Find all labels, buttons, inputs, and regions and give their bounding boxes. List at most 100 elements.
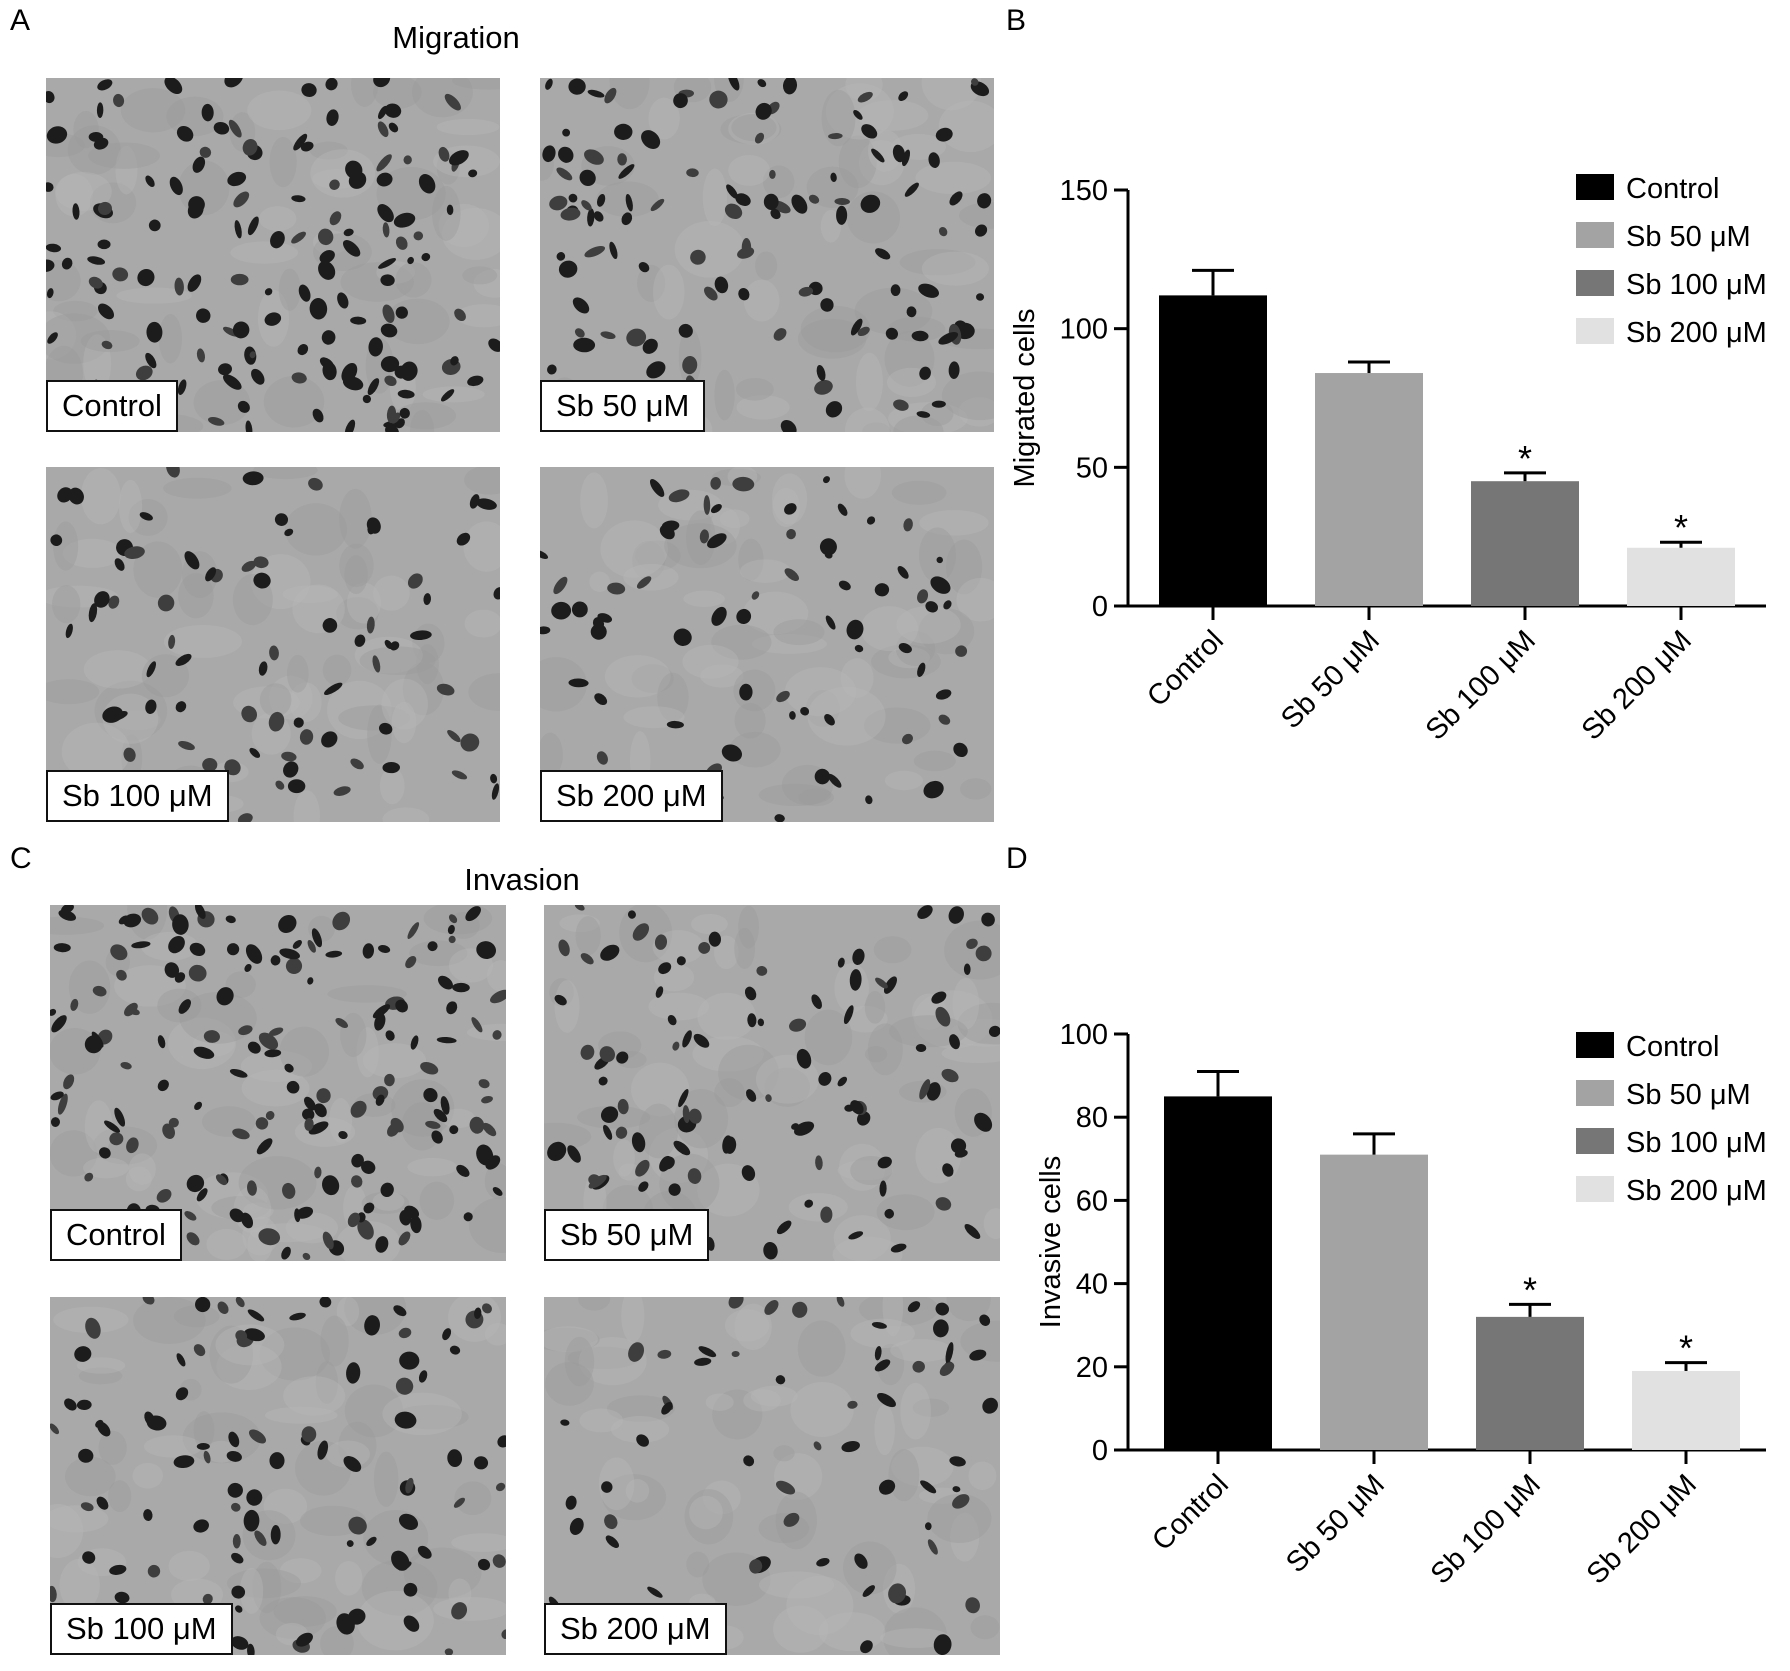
stained-cell <box>376 154 392 172</box>
stained-cell <box>164 78 183 95</box>
stained-cell <box>919 1079 931 1100</box>
background-texture <box>648 992 710 1021</box>
stained-cell <box>825 615 836 630</box>
stained-cell <box>213 121 230 135</box>
stained-cell <box>231 1552 244 1564</box>
background-texture <box>607 1395 675 1422</box>
stained-cell <box>693 1033 710 1048</box>
stained-cell <box>382 304 395 323</box>
background-texture <box>621 1297 645 1343</box>
stained-cell <box>789 711 796 720</box>
stained-cell <box>421 252 431 262</box>
stained-cell <box>317 228 334 246</box>
stained-cell <box>893 399 909 411</box>
background-texture <box>55 173 94 217</box>
stained-cell <box>938 226 948 237</box>
stained-cell <box>935 127 953 142</box>
stained-cell <box>50 1585 57 1603</box>
stained-cell <box>88 603 98 623</box>
stained-cell <box>178 999 191 1014</box>
stained-cell <box>147 1564 161 1578</box>
background-texture <box>735 377 774 401</box>
background-texture <box>944 920 1000 980</box>
background-texture <box>163 477 232 499</box>
stained-cell <box>322 1231 334 1250</box>
stained-cell <box>378 945 391 953</box>
stained-cell <box>368 337 383 357</box>
background-texture <box>395 402 457 430</box>
background-texture <box>282 585 338 604</box>
stained-cell <box>398 1231 411 1246</box>
stained-cell <box>418 1370 428 1383</box>
stained-cell <box>666 720 684 729</box>
background-texture <box>289 682 322 723</box>
background-texture <box>379 767 405 805</box>
stained-cell <box>321 330 336 345</box>
stained-cell <box>974 1112 993 1132</box>
stained-cell <box>600 331 616 340</box>
background-texture <box>893 415 944 432</box>
stained-cell <box>205 567 217 582</box>
stained-cell <box>279 948 300 960</box>
background-texture <box>705 1393 734 1411</box>
background-texture <box>711 624 772 660</box>
stained-cell <box>164 962 180 978</box>
stained-cell <box>291 195 306 203</box>
background-texture <box>840 658 874 698</box>
background-texture <box>468 1197 506 1253</box>
stained-cell <box>841 1440 860 1453</box>
stained-cell <box>935 689 952 700</box>
stained-cell <box>286 1080 300 1094</box>
background-texture <box>743 591 809 635</box>
stained-cell <box>775 1375 786 1385</box>
stained-cell <box>50 1008 57 1016</box>
background-texture <box>567 1346 640 1370</box>
background-texture <box>116 287 192 304</box>
background-texture <box>854 287 933 335</box>
background-texture <box>896 605 961 644</box>
stained-cell <box>948 906 964 924</box>
background-texture <box>168 1550 210 1582</box>
legend-label: Sb 100 μM <box>1626 269 1767 301</box>
stained-cell <box>319 1297 332 1308</box>
background-texture <box>293 790 321 822</box>
stained-cell <box>242 139 258 156</box>
background-texture <box>94 680 168 741</box>
stained-cell <box>195 1297 211 1313</box>
stained-cell <box>646 361 666 379</box>
stained-cell <box>816 364 826 381</box>
background-texture <box>554 980 580 1033</box>
background-texture <box>956 577 994 622</box>
stained-cell <box>403 155 412 165</box>
stained-cell <box>969 1349 987 1361</box>
stained-cell <box>145 699 157 714</box>
stained-cell <box>235 1297 245 1308</box>
stained-cell <box>776 1480 796 1495</box>
stained-cell <box>247 216 259 236</box>
stained-cell <box>737 247 755 259</box>
stained-cell <box>172 914 189 935</box>
stained-cell <box>296 1206 314 1219</box>
stained-cell <box>203 1030 220 1043</box>
stained-cell <box>109 1564 127 1575</box>
stained-cell <box>756 965 768 976</box>
stained-cell <box>828 133 843 140</box>
bar <box>1632 1370 1740 1450</box>
stained-cell <box>194 905 206 920</box>
background-texture <box>702 168 728 227</box>
stained-cell <box>647 1586 663 1598</box>
stained-cell <box>877 1156 892 1169</box>
stained-cell <box>420 1061 439 1075</box>
background-texture <box>632 541 666 580</box>
stained-cell <box>237 813 253 822</box>
stained-cell <box>884 1208 894 1219</box>
stained-cell <box>898 91 909 102</box>
background-texture <box>958 397 994 427</box>
stained-cell <box>949 1034 960 1050</box>
stained-cell <box>400 361 418 381</box>
stained-cell <box>348 1608 366 1625</box>
stained-cell <box>686 168 699 178</box>
stained-cell <box>783 1512 800 1527</box>
stained-cell <box>307 939 316 953</box>
stained-cell <box>308 477 323 491</box>
